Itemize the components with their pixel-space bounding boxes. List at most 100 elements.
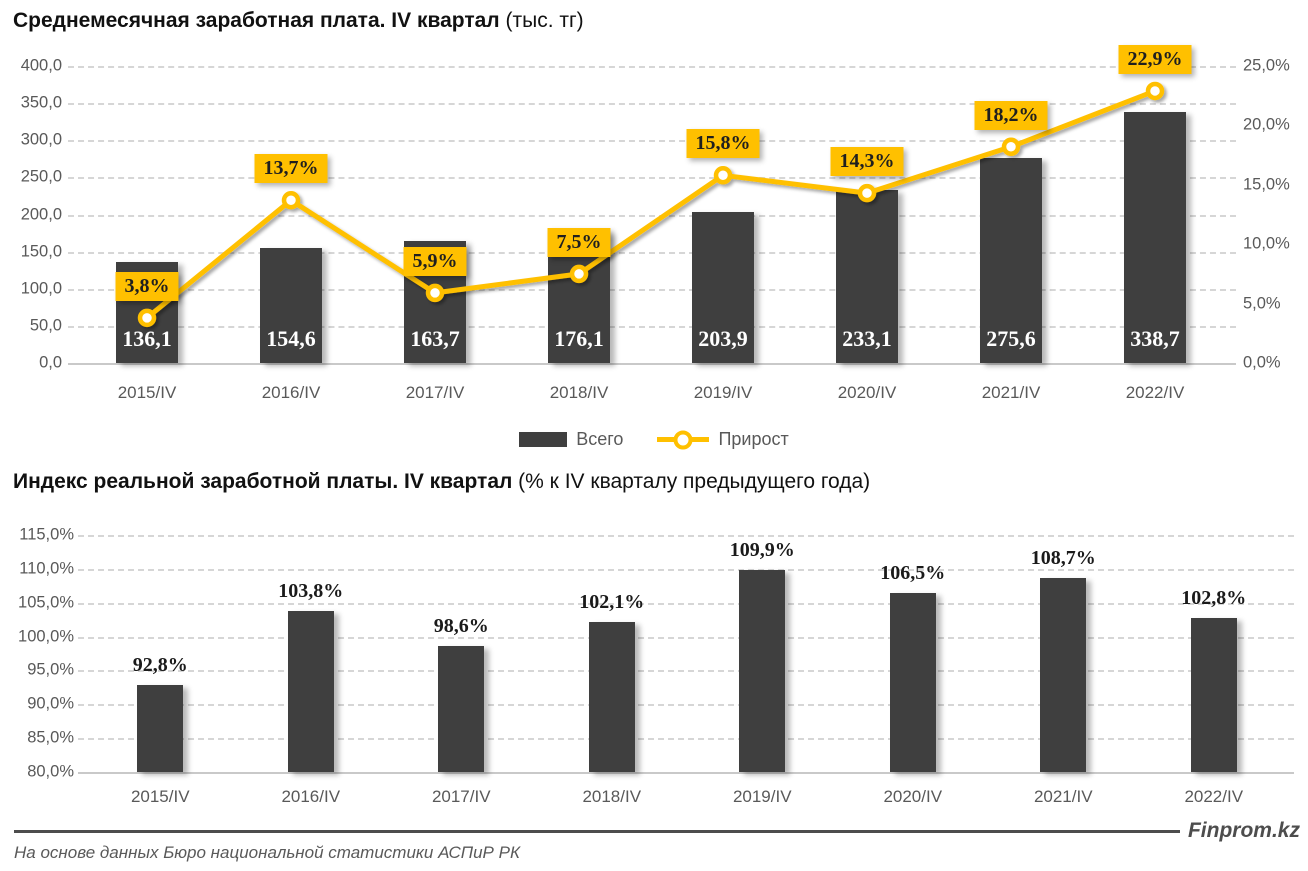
salary-bar-2015/IV <box>116 261 178 363</box>
left-axis-tick-3: 250,0 <box>20 167 62 186</box>
x-axis-label-2022/IV: 2022/IV <box>1125 383 1185 402</box>
legend-item-growth: Прирост <box>657 429 789 450</box>
salary-bar-value-6: 275,6 <box>986 326 1036 351</box>
index-gridline-115 <box>78 535 1294 537</box>
gridline-left-400 <box>68 66 1236 68</box>
gridline-left-250 <box>68 177 1236 180</box>
index-chart-title: Индекс реальной заработной платы. IV ква… <box>13 470 870 494</box>
right-axis-tick-5: 0,0% <box>1243 353 1281 372</box>
footer-divider <box>14 829 1180 833</box>
index-axis-tick-4: 95,0% <box>27 660 74 679</box>
salary-chart-title-main: Среднемесячная заработная плата. IV квар… <box>13 9 500 32</box>
right-axis-tick-0: 25,0% <box>1243 56 1290 75</box>
index-x-axis-label-2022/IV: 2022/IV <box>1184 787 1244 806</box>
index-bar-value-2: 98,6% <box>433 615 489 638</box>
x-axis-label-2015/IV: 2015/IV <box>117 383 177 402</box>
left-axis-tick-5: 150,0 <box>20 242 62 261</box>
index-bar-2020/IV <box>889 592 936 772</box>
salary-bar-2018/IV <box>548 232 610 363</box>
index-chart-title-units: (% к IV кварталу предыдущего года) <box>512 470 871 493</box>
growth-callout-1: 13,7% <box>254 154 328 184</box>
index-x-axis-label-2017/IV: 2017/IV <box>431 787 491 806</box>
left-axis-tick-8: 0,0 <box>39 353 62 372</box>
salary-bar-value-4: 203,9 <box>698 326 748 351</box>
salary-bar-2017/IV <box>404 241 466 363</box>
growth-point-3 <box>569 264 589 284</box>
index-x-axis-label-2016/IV: 2016/IV <box>281 787 341 806</box>
index-bar-2021/IV <box>1040 577 1087 772</box>
x-axis-label-2019/IV: 2019/IV <box>693 383 753 402</box>
index-axis-tick-0: 115,0% <box>19 525 74 544</box>
x-axis-line <box>68 363 1236 365</box>
index-bar-value-4: 109,9% <box>729 538 795 561</box>
total-bar-swatch-icon <box>519 432 568 447</box>
salary-bar-2022/IV <box>1124 111 1186 363</box>
gridline-left-100 <box>68 288 1236 291</box>
index-axis-tick-6: 85,0% <box>27 728 74 747</box>
right-axis-tick-3: 10,0% <box>1243 234 1290 253</box>
growth-callout-2: 5,9% <box>403 246 467 276</box>
index-x-axis-label-2018/IV: 2018/IV <box>582 787 642 806</box>
index-axis-tick-1: 110,0% <box>19 559 74 578</box>
brand-logo: Finprom.kz <box>1187 819 1300 842</box>
growth-callout-3: 7,5% <box>547 227 611 257</box>
gridline-left-200 <box>68 214 1236 217</box>
index-gridline-100 <box>78 636 1294 639</box>
right-axis-tick-1: 20,0% <box>1243 115 1290 134</box>
salary-bar-value-7: 338,7 <box>1130 326 1180 351</box>
salary-bar-value-1: 154,6 <box>266 326 316 351</box>
growth-callout-6: 18,2% <box>974 100 1048 130</box>
growth-marker-icon <box>673 430 693 449</box>
index-chart-title-main: Индекс реальной заработной платы. IV ква… <box>13 470 513 493</box>
index-axis-tick-2: 105,0% <box>18 593 74 612</box>
index-gridline-95 <box>78 670 1294 673</box>
salary-bar-2020/IV <box>836 189 898 363</box>
salary-bar-value-5: 233,1 <box>842 326 892 351</box>
index-x-axis-line <box>78 772 1294 774</box>
legend-item-total: Всего <box>519 429 623 450</box>
left-axis-tick-6: 100,0 <box>20 279 62 298</box>
x-axis-label-2016/IV: 2016/IV <box>261 383 321 402</box>
index-bar-value-5: 106,5% <box>880 561 946 584</box>
index-gridline-90 <box>78 704 1294 707</box>
x-axis-label-2021/IV: 2021/IV <box>981 383 1041 402</box>
index-bar-2019/IV <box>739 569 786 772</box>
index-x-axis-label-2020/IV: 2020/IV <box>883 787 943 806</box>
index-gridline-110 <box>78 568 1294 571</box>
left-axis-tick-1: 350,0 <box>20 93 62 112</box>
index-axis-tick-3: 100,0% <box>18 627 74 646</box>
growth-callout-5: 14,3% <box>830 147 904 177</box>
index-axis-tick-5: 90,0% <box>27 694 74 713</box>
growth-callout-4: 15,8% <box>686 129 760 159</box>
growth-point-2 <box>425 283 445 303</box>
index-gridline-105 <box>78 602 1294 605</box>
brand-row: Finprom.kz <box>14 818 1300 844</box>
index-x-axis-label-2015/IV: 2015/IV <box>130 787 190 806</box>
growth-point-5 <box>857 183 877 203</box>
growth-line-swatch-icon <box>657 430 710 449</box>
index-bar-value-1: 103,8% <box>278 579 344 602</box>
gridline-left-350 <box>68 103 1236 106</box>
salary-chart-legend: Всего Прирост <box>0 429 1308 450</box>
salary-chart-title: Среднемесячная заработная плата. IV квар… <box>13 9 584 33</box>
right-axis-tick-4: 5,0% <box>1243 294 1281 313</box>
index-axis-tick-7: 80,0% <box>27 762 74 781</box>
index-gridline-85 <box>78 738 1294 741</box>
index-bar-value-6: 108,7% <box>1030 546 1096 569</box>
gridline-left-300 <box>68 140 1236 143</box>
growth-point-1 <box>281 190 301 210</box>
x-axis-label-2020/IV: 2020/IV <box>837 383 897 402</box>
salary-bar-2021/IV <box>980 158 1042 363</box>
source-note: На основе данных Бюро национальной стати… <box>14 843 520 862</box>
legend-label-growth: Прирост <box>718 429 789 449</box>
left-axis-tick-4: 200,0 <box>20 205 62 223</box>
right-axis-tick-2: 15,0% <box>1243 175 1290 194</box>
salary-chart-title-units: (тыс. тг) <box>499 9 584 32</box>
salary-bar-value-0: 136,1 <box>122 326 172 351</box>
index-bar-2015/IV <box>137 685 184 772</box>
gridline-left-50 <box>68 325 1236 328</box>
growth-callout-0: 3,8% <box>115 271 179 301</box>
gridline-left-150 <box>68 251 1236 254</box>
growth-point-7 <box>1145 81 1165 101</box>
